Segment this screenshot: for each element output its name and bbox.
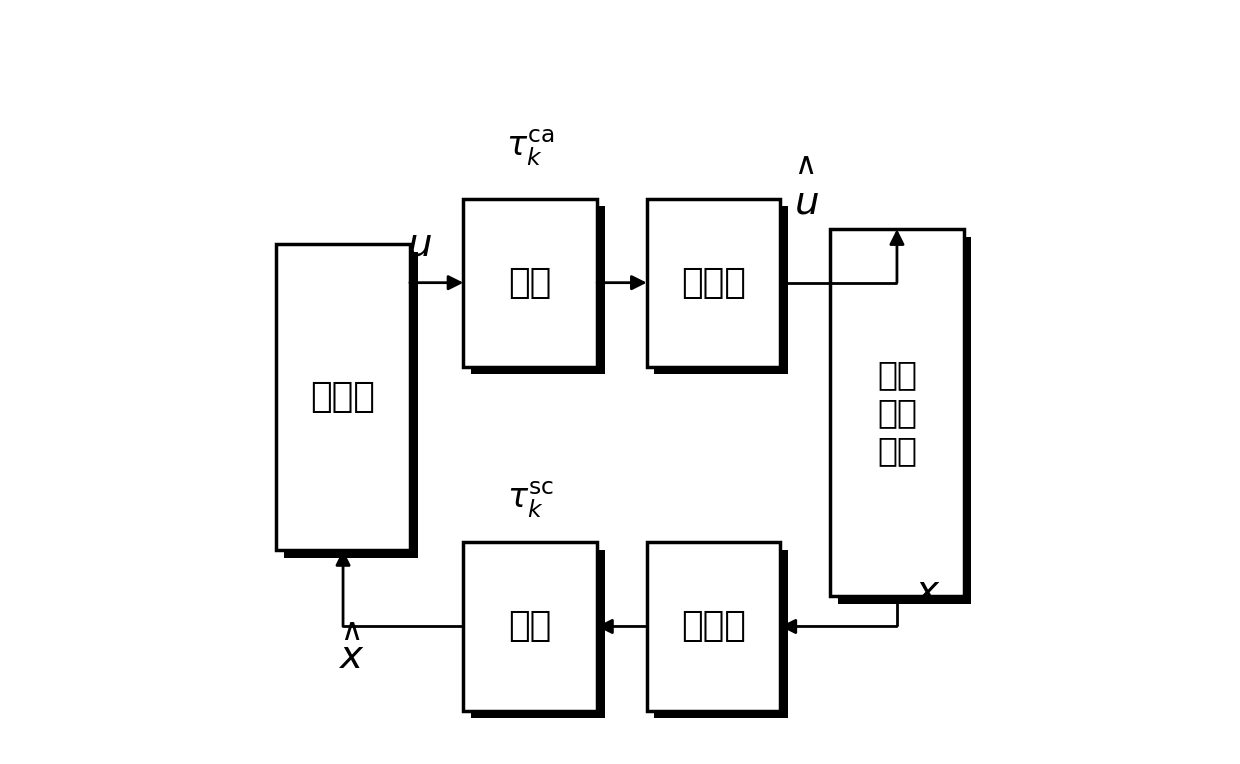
Text: $\mathit{x}$: $\mathit{x}$ <box>337 638 363 676</box>
Bar <box>838 237 971 604</box>
Bar <box>464 199 598 367</box>
Text: $\tau_k^{\rm ca}$: $\tau_k^{\rm ca}$ <box>506 128 554 168</box>
Bar <box>471 206 605 374</box>
Text: $\wedge$: $\wedge$ <box>794 151 815 180</box>
Text: 执行器: 执行器 <box>681 266 746 299</box>
Text: $\mathit{u}$: $\mathit{u}$ <box>794 183 820 222</box>
Text: $\mathit{u}$: $\mathit{u}$ <box>407 225 432 264</box>
Text: $\tau_k^{\rm sc}$: $\tau_k^{\rm sc}$ <box>507 480 554 520</box>
Text: 永磁
同步
电机: 永磁 同步 电机 <box>877 358 916 468</box>
Bar <box>277 244 410 550</box>
Bar <box>647 542 780 711</box>
Bar <box>284 252 418 558</box>
Text: 网络: 网络 <box>508 266 552 299</box>
Bar <box>655 206 789 374</box>
Text: 传感器: 传感器 <box>681 610 746 643</box>
Text: 网络: 网络 <box>508 610 552 643</box>
Bar <box>471 550 605 718</box>
Bar <box>830 229 963 596</box>
Text: $\wedge$: $\wedge$ <box>341 617 361 646</box>
Text: 控制器: 控制器 <box>310 380 376 414</box>
Bar <box>647 199 780 367</box>
Bar <box>655 550 789 718</box>
Text: $\mathit{x}$: $\mathit{x}$ <box>914 573 940 611</box>
Bar <box>464 542 598 711</box>
